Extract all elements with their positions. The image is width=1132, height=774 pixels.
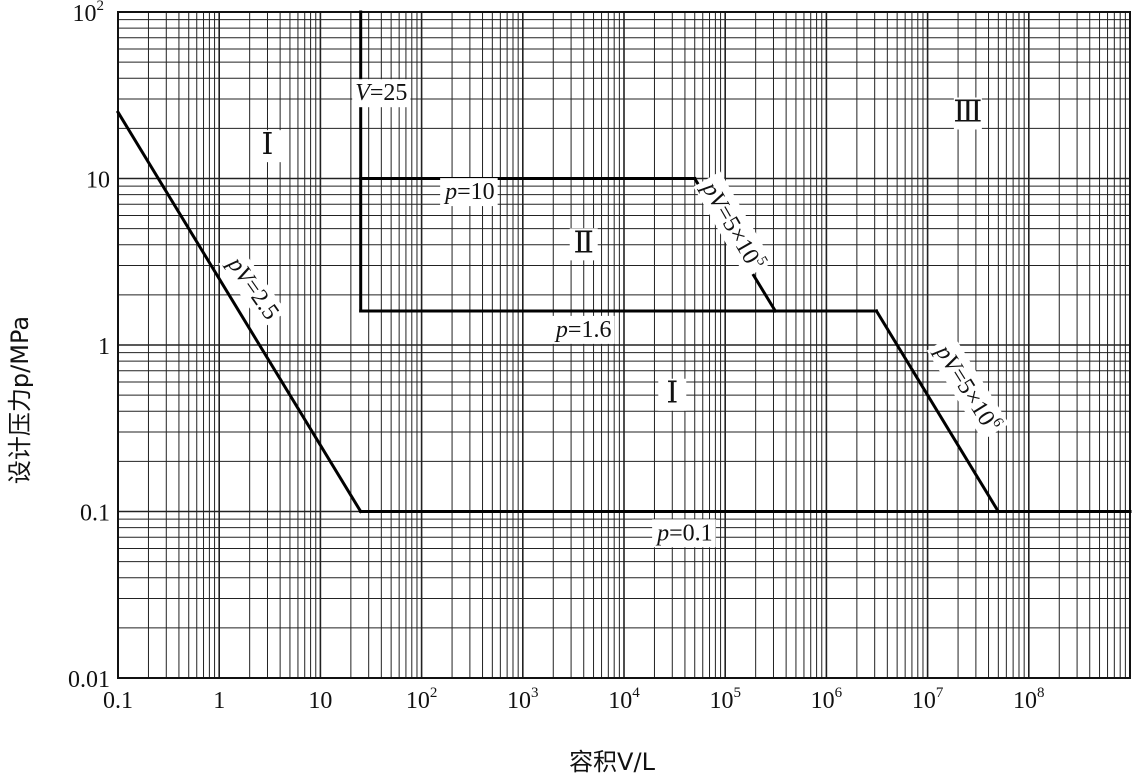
region-label: Ⅱ [574,226,594,259]
annotation-bg [352,79,411,108]
region-label-bg [953,97,982,130]
x-tick-label: 108 [1013,685,1045,714]
region-label-bg [658,378,687,411]
svg-text:V=25: V=25 [355,80,407,106]
x-tick-labels: 0.1 1 10 102 103 104 105 106 107 108 [103,685,1045,714]
grid [117,12,1130,679]
plot-border [117,11,1131,679]
y-tick-label: 0.1 [80,501,110,527]
svg-text:p=1.6: p=1.6 [554,317,612,343]
x-tick-label: 1 [213,688,225,714]
svg-text:pV=2.5: pV=2.5 [221,251,284,325]
y-tick-label: 10 [86,168,110,194]
annotation-bg [652,519,716,548]
region-label: Ⅰ [262,128,274,161]
x-tick-label: 106 [811,685,843,714]
y-tick-label: 102 [73,0,105,27]
y-tick-label: 0.01 [68,667,110,693]
annotation-bg [550,315,615,344]
y-axis-title: 设计压力p/MPa [6,316,34,484]
region-label-bg [253,130,282,163]
region-label: Ⅰ [666,377,678,410]
x-tick-label: 102 [406,685,438,714]
plot-frame [117,11,1131,679]
x-tick-label: 10 [308,688,332,714]
region-label-bg [569,228,598,261]
line-annotation: pV=5×106 [926,334,1010,441]
x-tick-label: 107 [912,685,944,714]
region-labels: Ⅰ Ⅱ Ⅰ Ⅲ [253,95,982,411]
region-label: Ⅲ [953,95,982,128]
line-annotation: pV=5×105 [693,171,773,279]
line-annotation: pV=2.5 [218,247,287,328]
line-annotation: p=10 [440,178,498,207]
annotation-bg [218,247,287,328]
line-annotation: V=25 [352,79,411,108]
y-tick-label: 1 [98,334,110,360]
y-tick-labels: 0.01 0.1 1 10 102 [68,0,110,693]
svg-text:p=0.1: p=0.1 [655,520,713,546]
x-axis-title: 容积V/L [569,748,656,774]
line-annotation: p=1.6 [550,315,615,344]
line-annotation: p=0.1 [652,519,716,548]
x-tick-label: 0.1 [103,688,133,714]
x-tick-label: 104 [608,685,640,714]
boundary-line [874,308,1001,514]
svg-text:pV=5×105: pV=5×105 [696,174,771,274]
annotation-bg [693,171,773,279]
svg-text:p=10: p=10 [443,179,495,205]
annotation-bg [926,334,1010,441]
boundary-line [115,110,363,514]
annotation-bg [440,178,498,207]
x-tick-label: 103 [507,685,539,714]
x-tick-label: 105 [709,685,741,714]
